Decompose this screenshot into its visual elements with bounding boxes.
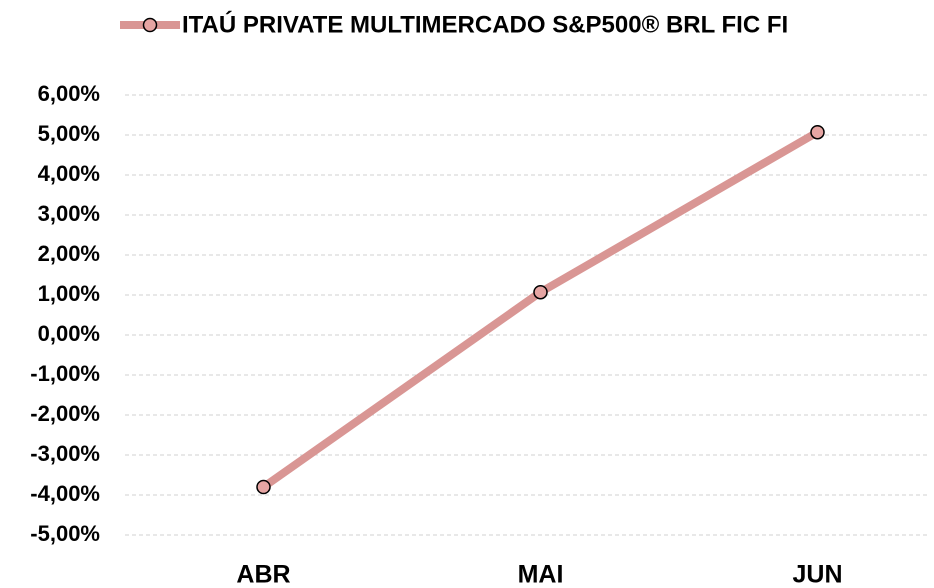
point-marker xyxy=(810,124,825,140)
y-tick-label: 4,00% xyxy=(38,161,100,186)
legend-label: ITAÚ PRIVATE MULTIMERCADO S&P500® BRL FI… xyxy=(182,10,788,38)
y-tick-label: 0,00% xyxy=(38,321,100,346)
y-tick-label: -4,00% xyxy=(30,481,100,506)
point-marker xyxy=(256,479,271,495)
y-tick-label: -2,00% xyxy=(30,401,100,426)
y-tick-label: 5,00% xyxy=(38,121,100,146)
y-tick-label: -3,00% xyxy=(30,441,100,466)
point-marker xyxy=(533,284,548,300)
x-tick-label: ABR xyxy=(236,561,290,588)
y-tick-label: 3,00% xyxy=(38,201,100,226)
x-tick-label: JUN xyxy=(792,561,842,588)
y-tick-label: -1,00% xyxy=(30,361,100,386)
y-tick-label: 1,00% xyxy=(38,281,100,306)
x-tick-label: MAI xyxy=(518,561,564,588)
series-line xyxy=(261,128,820,491)
y-tick-label: -5,00% xyxy=(30,521,100,546)
legend-marker xyxy=(142,17,158,33)
y-tick-label: 6,00% xyxy=(38,81,100,106)
y-tick-label: 2,00% xyxy=(38,241,100,266)
